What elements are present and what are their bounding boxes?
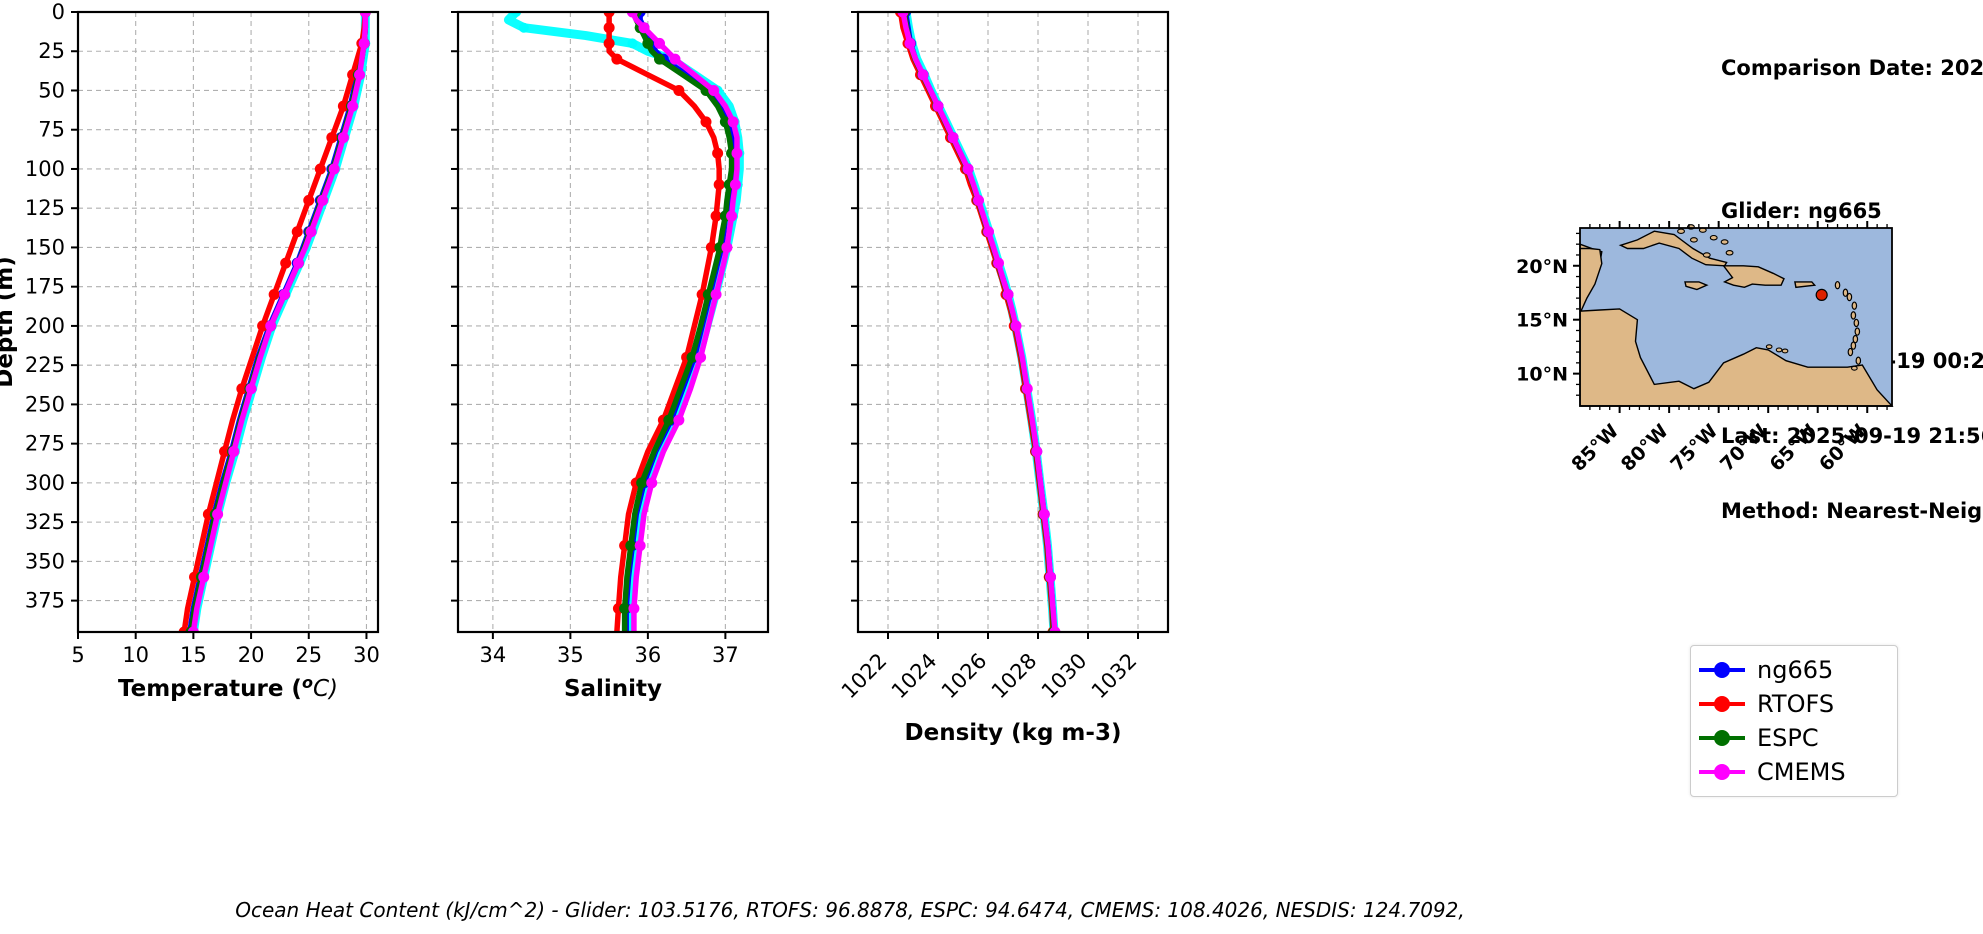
svg-text:65°W: 65°W [1765, 420, 1821, 476]
svg-text:250: 250 [25, 392, 65, 416]
svg-text:85°W: 85°W [1567, 420, 1623, 476]
svg-text:Temperature (oC): Temperature (oC) [118, 673, 338, 702]
svg-text:35: 35 [557, 643, 584, 667]
legend-label-cmems: CMEMS [1757, 758, 1846, 786]
legend-swatch-espc [1699, 730, 1745, 746]
svg-text:1026: 1026 [937, 649, 992, 704]
svg-text:80°W: 80°W [1617, 420, 1673, 476]
svg-text:25: 25 [38, 39, 65, 63]
glider-position-marker [1815, 288, 1828, 301]
svg-text:20: 20 [238, 643, 265, 667]
svg-text:15°N: 15°N [1516, 310, 1568, 332]
ocean-heat-content-caption: Ocean Heat Content (kJ/cm^2) - Glider: 1… [235, 898, 1465, 922]
svg-text:175: 175 [25, 275, 65, 299]
svg-text:75: 75 [38, 118, 65, 142]
info-glider: Glider: ng665 [1721, 199, 1882, 223]
svg-text:75°W: 75°W [1666, 420, 1722, 476]
legend-swatch-cmems [1699, 764, 1745, 780]
series-glider-spread [901, 12, 1059, 632]
svg-text:200: 200 [25, 314, 65, 338]
svg-text:70°W: 70°W [1716, 420, 1772, 476]
legend-item-espc[interactable]: ESPC [1699, 721, 1887, 755]
svg-text:30: 30 [353, 643, 380, 667]
svg-text:34: 34 [480, 643, 507, 667]
info-comparison-date: Comparison Date: 2025-09-19 [1721, 56, 1983, 80]
svg-text:10: 10 [122, 643, 149, 667]
legend-label-rtofs: RTOFS [1757, 690, 1835, 718]
svg-text:1032: 1032 [1087, 649, 1142, 704]
series-cmems [187, 12, 371, 632]
legend-item-rtofs[interactable]: RTOFS [1699, 687, 1887, 721]
svg-text:50: 50 [38, 78, 65, 102]
svg-text:350: 350 [25, 549, 65, 573]
series-legend: ng665 RTOFS ESPC CMEMS [1690, 645, 1898, 797]
temperature-profile: 5 10 15 20 25 30 Temperature (oC) 0 25 50 75 100 125… [0, 0, 548, 812]
svg-text:125: 125 [25, 196, 65, 220]
series-rtofs [895, 12, 1059, 632]
series-cmems [897, 12, 1061, 632]
svg-text:100: 100 [25, 157, 65, 181]
svg-text:225: 225 [25, 353, 65, 377]
legend-item-ng665[interactable]: ng665 [1699, 653, 1887, 687]
svg-text:1030: 1030 [1037, 649, 1092, 704]
svg-text:1028: 1028 [987, 649, 1042, 704]
svg-text:1024: 1024 [887, 649, 942, 704]
svg-text:15: 15 [180, 643, 207, 667]
svg-text:5: 5 [71, 643, 84, 667]
svg-text:37: 37 [712, 643, 739, 667]
legend-item-cmems[interactable]: CMEMS [1699, 755, 1887, 789]
series-cmems [626, 12, 743, 632]
legend-label-ng665: ng665 [1757, 656, 1834, 684]
info-last: Last: 2025-09-19 21:56:17 [1721, 424, 1983, 448]
legend-label-espc: ESPC [1757, 724, 1819, 752]
series-ng665 [900, 12, 1060, 632]
svg-text:325: 325 [25, 510, 65, 534]
series-espc [898, 12, 1060, 632]
legend-swatch-ng665 [1699, 662, 1745, 678]
salinity-profile: 34 35 36 37 Salinity [451, 10, 938, 812]
svg-text:10°N: 10°N [1516, 364, 1568, 386]
info-spacer [1721, 131, 1983, 149]
svg-text:0: 0 [52, 0, 65, 24]
svg-text:60°W: 60°W [1815, 420, 1871, 476]
legend-swatch-rtofs [1699, 696, 1745, 712]
svg-text:Depth (m): Depth (m) [0, 256, 18, 388]
svg-text:Density (kg m-3): Density (kg m-3) [905, 720, 1122, 746]
series-rtofs [603, 12, 725, 632]
svg-text:25: 25 [295, 643, 322, 667]
svg-text:300: 300 [25, 471, 65, 495]
svg-text:20°N: 20°N [1516, 256, 1568, 278]
location-map: 20°N 15°N 10°N 85°W 80°W 75°W 70°W 65°W 60°W [1516, 221, 1983, 536]
svg-text:375: 375 [25, 589, 65, 613]
density-profile: 1022 1024 1026 1028 1030 1032 Density (kg m-3) [837, 10, 1338, 812]
svg-text:150: 150 [25, 235, 65, 259]
svg-text:Salinity: Salinity [564, 676, 662, 702]
info-method: Method: Nearest-Neighbor [1721, 499, 1983, 523]
svg-text:36: 36 [635, 643, 662, 667]
svg-text:275: 275 [25, 432, 65, 456]
